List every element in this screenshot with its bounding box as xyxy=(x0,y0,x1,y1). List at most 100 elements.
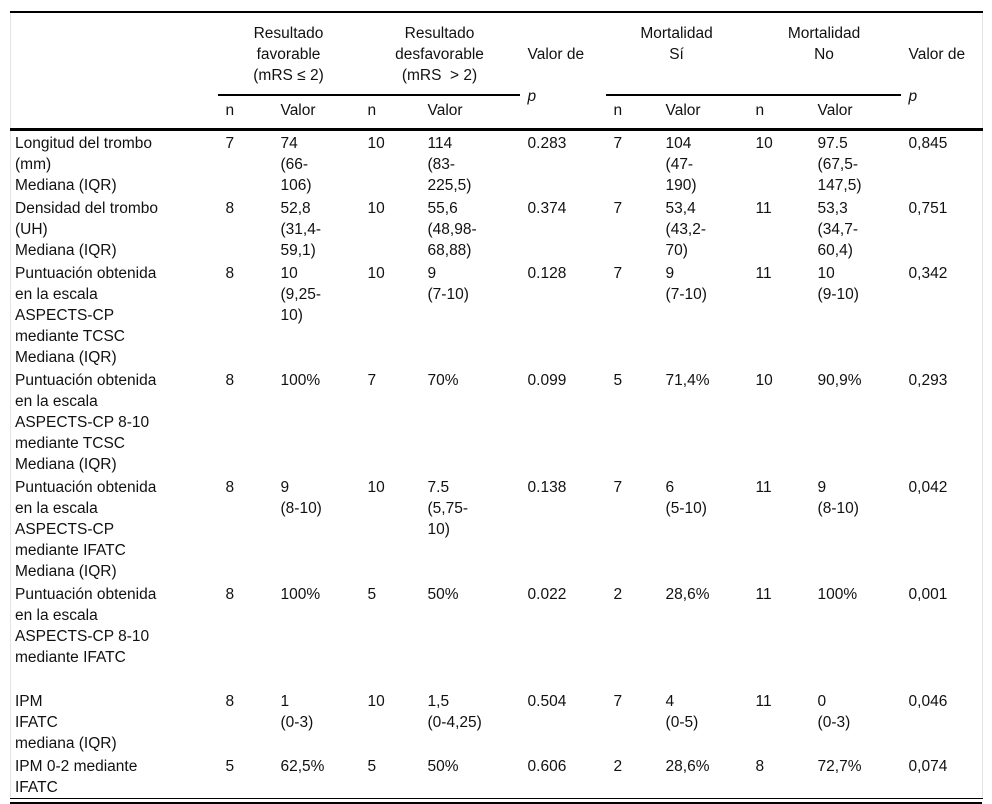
cell-valor: 53,3 (34,7- 60,4) xyxy=(817,200,859,259)
cell-n: 7 xyxy=(613,135,623,152)
cell-p-value: 0.283 xyxy=(527,135,567,152)
cell-p-value: 0.606 xyxy=(527,758,567,775)
cell-p-value: 0,001 xyxy=(908,586,948,603)
cell-p-value: 0.504 xyxy=(527,693,567,710)
cell-valor: 52,8 (31,4- 59,1) xyxy=(280,200,322,259)
cell-p-value: 0.099 xyxy=(527,372,567,389)
cell-n: 11 xyxy=(755,479,772,496)
table-row: IPM IFATC mediana (IQR) 8 1 (0-3) 10 1,5… xyxy=(11,689,983,754)
cell-n: 7 xyxy=(225,135,235,152)
cell-n: 8 xyxy=(225,265,235,282)
group-header-row: Resultado favorable (mRS ≤ 2) Resultado … xyxy=(10,12,983,131)
subheader-valor: Valor xyxy=(809,94,901,131)
cell-p-value: 0,046 xyxy=(908,693,948,710)
cell-n: 5 xyxy=(613,372,623,389)
cell-valor: 53,4 (43,2- 70) xyxy=(665,200,707,259)
subheader-valor: Valor xyxy=(657,94,748,131)
cell-n: 8 xyxy=(225,586,235,603)
subheader-valor: Valor xyxy=(272,94,360,131)
p-header-line1: Valor de xyxy=(527,46,585,63)
cell-n: 8 xyxy=(755,758,765,775)
col-header-p-value-2: Valor de p xyxy=(900,12,983,131)
row-label: Puntuación obtenida en la escala ASPECTS… xyxy=(15,372,157,473)
cell-n: 7 xyxy=(613,693,623,710)
cell-p-value: 0,042 xyxy=(908,479,948,496)
cell-valor: 74 (66- 106) xyxy=(280,135,312,194)
p-header-line1: Valor de xyxy=(908,46,966,63)
cell-p-value: 0,845 xyxy=(908,135,948,152)
cell-n: 2 xyxy=(613,586,623,603)
cell-valor: 28,6% xyxy=(665,586,710,603)
cell-valor: 28,6% xyxy=(665,758,710,775)
cell-n: 10 xyxy=(755,135,773,152)
table-header: Resultado favorable (mRS ≤ 2) Resultado … xyxy=(10,12,983,131)
cell-valor: 50% xyxy=(427,586,459,603)
cell-n: 7 xyxy=(367,372,377,389)
cell-n: 10 xyxy=(367,135,385,152)
row-label: Puntuación obtenida en la escala ASPECTS… xyxy=(15,586,157,666)
row-label: Densidad del trombo (UH) Mediana (IQR) xyxy=(15,200,159,259)
corner-cell xyxy=(10,12,218,131)
cell-valor: 10 (9-10) xyxy=(817,265,859,303)
cell-valor: 70% xyxy=(427,372,459,389)
table-row: Densidad del trombo (UH) Mediana (IQR) 8… xyxy=(11,196,983,261)
cell-valor: 7.5 (5,75- 10) xyxy=(427,479,469,538)
cell-n: 10 xyxy=(755,372,773,389)
cell-valor: 9 (8-10) xyxy=(817,479,859,517)
cell-p-value: 0,751 xyxy=(908,200,948,217)
cell-n: 11 xyxy=(755,200,772,217)
cell-n: 10 xyxy=(367,693,385,710)
paper-table-container: Resultado favorable (mRS ≤ 2) Resultado … xyxy=(10,11,984,804)
col-group-favorable: Resultado favorable (mRS ≤ 2) xyxy=(217,12,360,96)
cell-valor: 1,5 (0-4,25) xyxy=(427,693,482,731)
cell-valor: 114 (83- 225,5) xyxy=(427,135,472,194)
cell-p-value: 0.374 xyxy=(527,200,567,217)
table-row: Puntuación obtenida en la escala ASPECTS… xyxy=(11,582,983,689)
cell-valor: 50% xyxy=(427,758,459,775)
cell-valor: 90,9% xyxy=(817,372,862,389)
cell-valor: 10 (9,25- 10) xyxy=(280,265,322,324)
cell-n: 7 xyxy=(613,479,623,496)
cell-n: 8 xyxy=(225,372,235,389)
cell-n: 5 xyxy=(367,586,377,603)
cell-n: 10 xyxy=(367,265,385,282)
results-table: Resultado favorable (mRS ≤ 2) Resultado … xyxy=(10,11,984,799)
cell-valor: 0 (0-3) xyxy=(817,693,851,731)
cell-n: 8 xyxy=(225,479,235,496)
row-label: Puntuación obtenida en la escala ASPECTS… xyxy=(15,265,157,366)
col-header-p-value-1: Valor de p xyxy=(519,12,606,131)
subheader-n: n xyxy=(217,94,273,131)
cell-valor: 62,5% xyxy=(280,758,325,775)
cell-valor: 72,7% xyxy=(817,758,862,775)
cell-n: 11 xyxy=(755,693,772,710)
row-label: IPM IFATC mediana (IQR) xyxy=(15,693,117,752)
cell-p-value: 0.128 xyxy=(527,265,567,282)
subheader-n: n xyxy=(747,94,810,131)
subheader-valor: Valor xyxy=(419,94,520,131)
cell-n: 11 xyxy=(755,265,772,282)
row-label: IPM 0-2 mediante IFATC xyxy=(15,758,138,796)
cell-valor: 100% xyxy=(280,586,321,603)
col-group-mortalidad-no: Mortalidad No xyxy=(747,12,901,96)
cell-p-value: 0,293 xyxy=(908,372,948,389)
col-group-desfavorable: Resultado desfavorable (mRS > 2) xyxy=(359,12,520,96)
cell-p-value: 0,342 xyxy=(908,265,948,282)
cell-valor: 100% xyxy=(280,372,321,389)
table-row: IPM 0-2 mediante IFATC 5 62,5% 5 50% 0.6… xyxy=(11,754,983,799)
subheader-n: n xyxy=(359,94,420,131)
table-body: Longitud del trombo (mm) Mediana (IQR) 7… xyxy=(11,130,983,799)
p-header-line2: p xyxy=(527,88,537,105)
table-row: Puntuación obtenida en la escala ASPECTS… xyxy=(11,261,983,368)
cell-valor: 1 (0-3) xyxy=(280,693,314,731)
cell-n: 5 xyxy=(367,758,377,775)
subheader-n: n xyxy=(605,94,658,131)
table-row: Puntuación obtenida en la escala ASPECTS… xyxy=(11,368,983,475)
cell-valor: 100% xyxy=(817,586,858,603)
col-group-mortalidad-si: Mortalidad Sí xyxy=(605,12,748,96)
cell-valor: 9 (8-10) xyxy=(280,479,322,517)
table-row: Longitud del trombo (mm) Mediana (IQR) 7… xyxy=(11,130,983,197)
cell-n: 2 xyxy=(613,758,623,775)
cell-n: 7 xyxy=(613,200,623,217)
cell-valor: 9 (7-10) xyxy=(665,265,707,303)
cell-n: 5 xyxy=(225,758,235,775)
